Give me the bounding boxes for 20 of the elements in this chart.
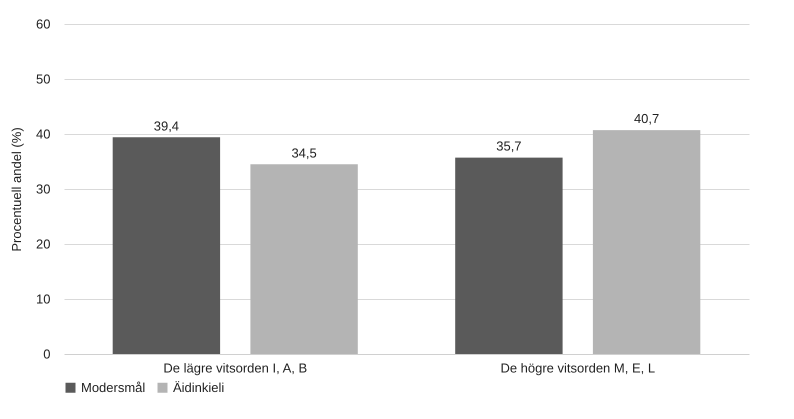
data-label: 35,7 [496,138,522,154]
y-tick-label: 50 [36,72,50,86]
bar [455,158,563,354]
y-tick-label: 20 [36,236,50,252]
data-label: 34,5 [291,145,317,160]
y-tick-label: 0 [43,346,50,362]
bar [250,164,358,354]
y-tick-label: 40 [36,126,50,142]
legend-label: Modersmål [81,380,146,395]
y-axis-title: Procentuell andel (%) [9,127,24,252]
data-label: 39,4 [154,118,180,134]
bar [112,137,220,354]
x-tick-label: De högre vitsorden M, E, L [500,360,656,376]
x-tick-label: De lägre vitsorden I, A, B [163,360,308,376]
bar [592,130,700,354]
data-label: 40,7 [634,111,660,126]
legend-label: Äidinkieli [173,380,224,395]
y-tick-label: 30 [36,182,50,196]
y-tick-label: 60 [36,16,50,32]
y-tick-label: 10 [36,292,50,306]
